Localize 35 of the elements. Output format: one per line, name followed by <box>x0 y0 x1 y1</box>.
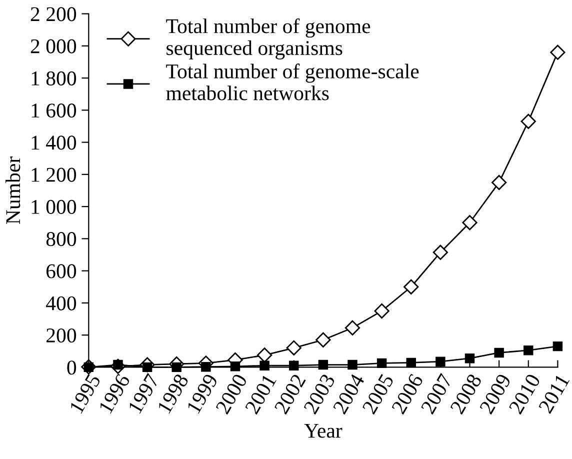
x-axis-title: Year <box>304 424 342 438</box>
point <box>406 358 416 368</box>
legend-label: Total number of genome-scale metabolic networks <box>166 64 419 100</box>
point <box>344 320 360 336</box>
point <box>462 215 478 230</box>
y-tick-label: 1 000 <box>32 200 76 214</box>
point <box>404 279 419 294</box>
y-tick-label: 800 <box>46 232 76 246</box>
point <box>552 341 563 352</box>
y-tick-label: 200 <box>46 328 76 343</box>
point <box>260 360 270 370</box>
y-tick-label: 1 800 <box>32 71 76 86</box>
point <box>520 114 536 129</box>
point <box>550 44 566 60</box>
y-tick-label: 1 600 <box>32 104 76 118</box>
point <box>348 360 358 370</box>
y-tick-label: 1 200 <box>32 168 76 182</box>
y-tick-label: 2 000 <box>30 39 76 54</box>
y-tick-label: 400 <box>46 296 76 310</box>
y-axis-title: Number <box>6 156 20 224</box>
point <box>492 174 507 190</box>
legend-label: Total number of genome sequenced organisms <box>166 18 370 60</box>
y-tick-label: 0 <box>67 360 76 375</box>
point <box>286 340 302 356</box>
point <box>494 348 504 358</box>
point <box>432 244 448 260</box>
point <box>256 348 272 363</box>
point <box>436 356 446 366</box>
point <box>316 332 331 348</box>
point <box>374 303 390 319</box>
y-tick-label: 1 400 <box>32 136 76 150</box>
point <box>524 345 534 356</box>
y-tick-label: 2 200 <box>30 7 76 22</box>
point <box>464 354 475 364</box>
y-tick-label: 600 <box>46 264 76 278</box>
